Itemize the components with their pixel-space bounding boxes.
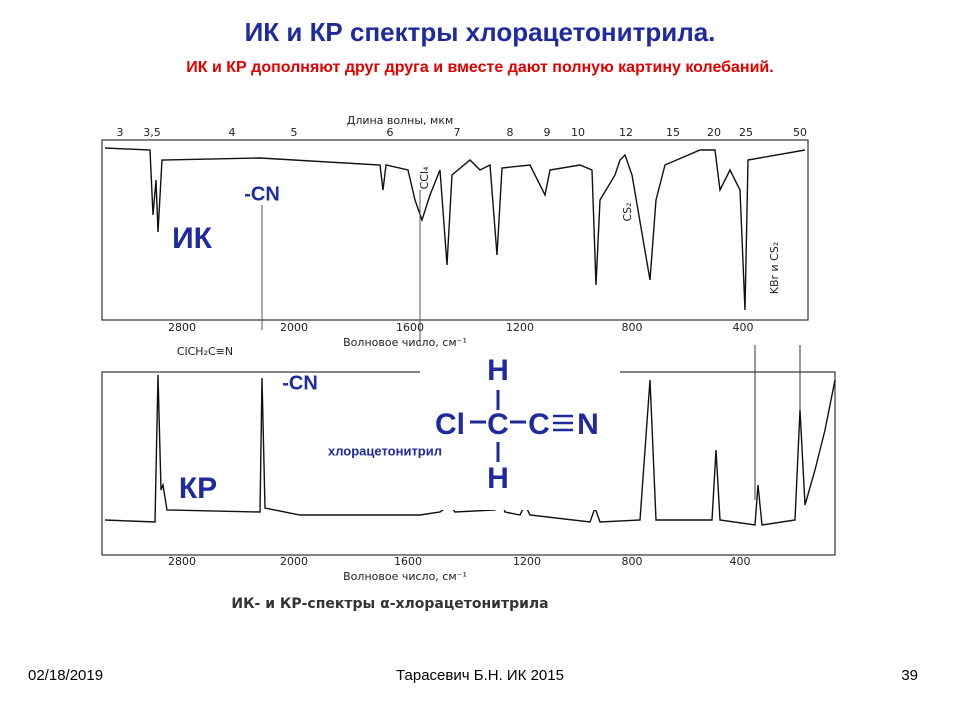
wavenumber-tick: 2800	[168, 321, 196, 334]
wavelength-tick: 9	[544, 126, 551, 139]
raman-spectrum: -CN КР 2800 2000 1600 1200 800 400 Волно…	[101, 345, 836, 612]
wavenumber-tick: 400	[733, 321, 754, 334]
wavelength-tick: 12	[619, 126, 633, 139]
wavelength-tick: 25	[739, 126, 753, 139]
wavenumber-tick: 1600	[396, 321, 424, 334]
title: ИК и КР спектры хлорацетонитрила.	[245, 17, 716, 47]
top-axis-label: Длина волны, мкм	[347, 114, 454, 127]
page-number: 39	[901, 667, 918, 684]
atom: H	[487, 354, 509, 387]
wavenumber-tick: 1200	[513, 555, 541, 568]
wavelength-tick: 20	[707, 126, 721, 139]
wavelength-tick: 15	[666, 126, 680, 139]
wavelength-tick: 50	[793, 126, 807, 139]
compound-label: ClCH₂C≡N	[177, 345, 233, 358]
wavelength-tick: 3,5	[143, 126, 161, 139]
wavenumber-tick: 1200	[506, 321, 534, 334]
wavelength-tick: 4	[229, 126, 236, 139]
ir-curve	[104, 147, 806, 311]
spectrum-label: КР	[179, 472, 217, 505]
wavelength-tick: 6	[387, 126, 394, 139]
compound-name: хлорацетонитрил	[328, 443, 442, 458]
structure: H Cl C C N H хлорацетонитрил	[328, 354, 599, 495]
group-label: -CN	[282, 372, 318, 394]
atom: C	[487, 408, 509, 441]
solvent-label: KBr и CS₂	[768, 242, 781, 295]
ir-spectrum: Длина волны, мкм 3 3,5 4 5 6 7 8 9 10 12…	[101, 114, 809, 358]
footer-author: Тарасевич Б.Н. ИК 2015	[396, 667, 564, 684]
wavelength-tick: 8	[507, 126, 514, 139]
subtitle: ИК и КР дополняют друг друга и вместе да…	[186, 59, 773, 76]
solvent-label: CS₂	[621, 202, 634, 221]
wavenumber-tick: 2000	[280, 321, 308, 334]
wavenumber-tick: 2000	[280, 555, 308, 568]
spectrum-label: ИК	[172, 222, 213, 255]
wavenumber-tick: 800	[622, 555, 643, 568]
figure-caption: ИК- и КР-спектры α-хлорацетонитрила	[231, 596, 548, 612]
wavenumber-tick: 400	[730, 555, 751, 568]
atom: Cl	[435, 408, 465, 441]
wavenumber-tick: 800	[622, 321, 643, 334]
group-label: -CN	[244, 183, 280, 205]
x-axis-label: Волновое число, см⁻¹	[343, 336, 467, 349]
wavenumber-tick: 2800	[168, 555, 196, 568]
x-axis-label: Волновое число, см⁻¹	[343, 570, 467, 583]
wavelength-tick: 3	[117, 126, 124, 139]
wavelength-tick: 5	[291, 126, 298, 139]
atom: N	[577, 408, 599, 441]
wavelength-tick: 7	[454, 126, 461, 139]
solvent-label: CCl₄	[418, 166, 431, 189]
atom: C	[528, 408, 550, 441]
wavelength-tick: 10	[571, 126, 585, 139]
atom: H	[487, 462, 509, 495]
structure-backdrop	[420, 360, 620, 510]
ir-frame	[101, 139, 809, 321]
wavenumber-tick: 1600	[394, 555, 422, 568]
footer-date: 02/18/2019	[28, 667, 103, 684]
